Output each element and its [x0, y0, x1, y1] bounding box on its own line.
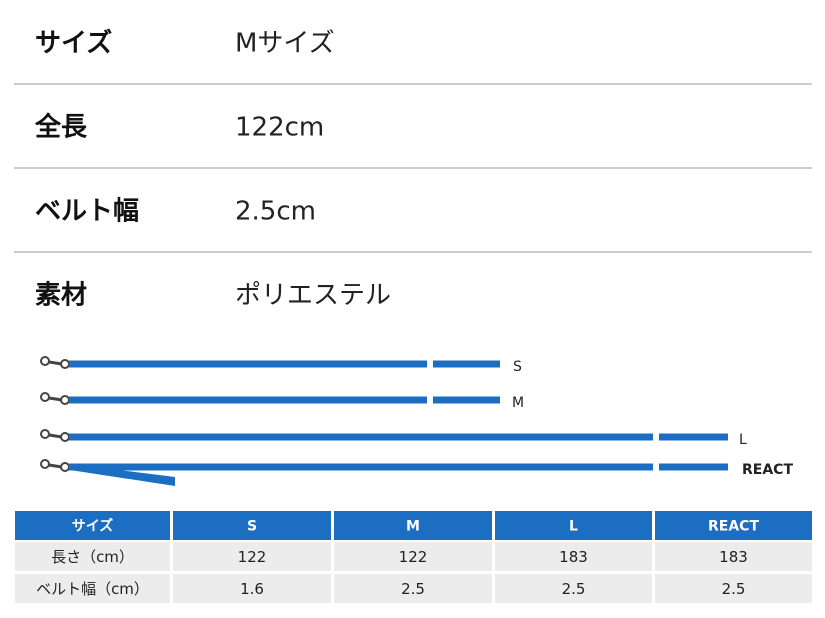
cell	[173, 542, 331, 571]
extra-strap	[70, 464, 175, 486]
cell	[495, 574, 652, 603]
header-cell	[173, 511, 331, 540]
header-cell	[655, 511, 812, 540]
hook	[48, 463, 63, 469]
hook-ring	[40, 356, 50, 366]
hook-ring	[40, 459, 50, 469]
spec-label: ベルト幅	[35, 197, 139, 227]
leash-diagram: S M L REACT	[40, 356, 793, 486]
header-text: REACT	[708, 519, 759, 535]
header-text: サイズ	[72, 518, 114, 535]
leash-label: M	[512, 395, 524, 411]
cell	[495, 542, 652, 571]
spec-label: サイズ	[35, 28, 112, 59]
spec-value: ポリエステル	[235, 281, 391, 311]
header-cell	[334, 511, 492, 540]
spec-value: 2.5cm	[235, 197, 316, 227]
cell	[655, 542, 812, 571]
hook	[48, 396, 63, 402]
hook	[48, 433, 63, 439]
header-cell	[495, 511, 652, 540]
leash-label: L	[739, 432, 747, 448]
clip	[60, 359, 70, 369]
cell-text: 183	[719, 548, 748, 566]
cell	[15, 542, 170, 571]
spec-label: 全長	[34, 112, 88, 143]
size-table: サイズ S M L REACT 長さ（cm） 122 122 183 183 ベルト幅（cm） 1.6…	[15, 511, 812, 603]
cell-text: 122	[238, 548, 267, 566]
cell	[334, 542, 492, 571]
cell-text: ベルト幅（cm）	[36, 580, 149, 598]
clip	[60, 462, 70, 472]
header-text: L	[569, 519, 578, 535]
cell	[655, 574, 812, 603]
header-text: S	[247, 519, 257, 535]
clip	[60, 395, 70, 405]
header-text: M	[406, 519, 420, 535]
cell-text: 1.6	[240, 580, 264, 598]
hook	[48, 360, 63, 366]
cell	[15, 574, 170, 603]
spec-value: 122cm	[235, 113, 324, 143]
cell-text: 2.5	[722, 580, 746, 598]
cell-text: 183	[559, 548, 588, 566]
header-cell	[15, 511, 170, 540]
clip	[60, 432, 70, 442]
cell-text: 2.5	[562, 580, 586, 598]
cell-text: 122	[399, 548, 428, 566]
cell	[173, 574, 331, 603]
cell	[334, 574, 492, 603]
leash-label: REACT	[742, 462, 793, 478]
cell-text: 長さ（cm）	[51, 548, 134, 566]
hook-ring	[40, 429, 50, 439]
cell-text: 2.5	[401, 580, 425, 598]
leash-label: S	[513, 359, 522, 375]
hook-ring	[40, 392, 50, 402]
spec-value: Mサイズ	[235, 29, 335, 59]
spec-label: 素材	[35, 281, 87, 311]
